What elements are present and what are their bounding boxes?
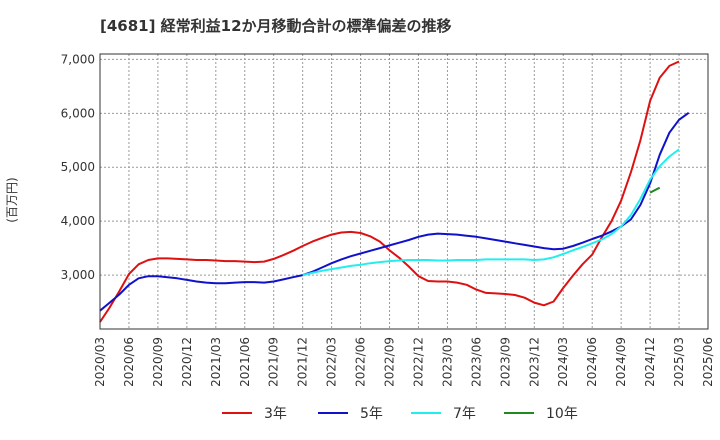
x-tick-label: 2020/09 [151,337,165,387]
series-line-5年 [99,111,690,312]
x-tick-label: 2025/06 [701,337,715,387]
y-axis-label: (百万円) [5,177,19,222]
x-tick-label: 2024/12 [643,337,657,387]
y-tick-label: 7,000 [61,52,95,66]
x-tick-label: 2023/12 [527,337,541,387]
x-tick-label: 2024/03 [556,337,570,387]
x-axis-ticks: 2020/03 2020/06 2020/09 2020/12 2021/03 2021/… [93,337,715,387]
series-line-3年 [99,60,680,323]
x-tick-label: 2021/09 [267,337,281,387]
y-tick-label: 4,000 [61,214,95,228]
x-tick-label: 2024/09 [614,337,628,387]
series-layer [99,60,690,323]
x-tick-label: 2022/09 [383,337,397,387]
x-tick-label: 2024/06 [585,337,599,387]
legend-label: 7年 [453,406,476,422]
y-tick-label: 3,000 [61,268,95,282]
x-tick-label: 2020/06 [122,337,136,387]
legend-label: 10年 [546,406,578,422]
x-tick-label: 2025/03 [672,337,686,387]
x-tick-label: 2023/09 [498,337,512,387]
x-tick-label: 2022/03 [325,337,339,387]
legend-label: 3年 [264,406,287,422]
y-tick-label: 6,000 [61,106,95,120]
y-tick-label: 5,000 [61,160,95,174]
series-line-7年 [302,148,680,277]
plot-area [100,54,708,329]
x-tick-label: 2020/03 [93,337,107,387]
y-axis-ticks: 3,000 4,000 5,000 6,000 7,000 [61,52,95,282]
x-tick-label: 2020/12 [180,337,194,387]
x-tick-label: 2023/06 [469,337,483,387]
chart-title: [4681] 経常利益12か月移動合計の標準偏差の推移 [100,17,452,35]
series-line-10年 [649,186,661,194]
x-tick-label: 2022/06 [354,337,368,387]
x-tick-label: 2022/12 [411,337,425,387]
x-tick-label: 2021/03 [209,337,223,387]
x-tick-label: 2021/06 [238,337,252,387]
x-tick-label: 2023/03 [440,337,454,387]
legend-label: 5年 [360,406,383,422]
x-tick-label: 2021/12 [296,337,310,387]
legend: 3年 5年 7年 10年 [222,406,578,422]
grid-lines [100,54,708,329]
plot-frame [99,53,709,330]
